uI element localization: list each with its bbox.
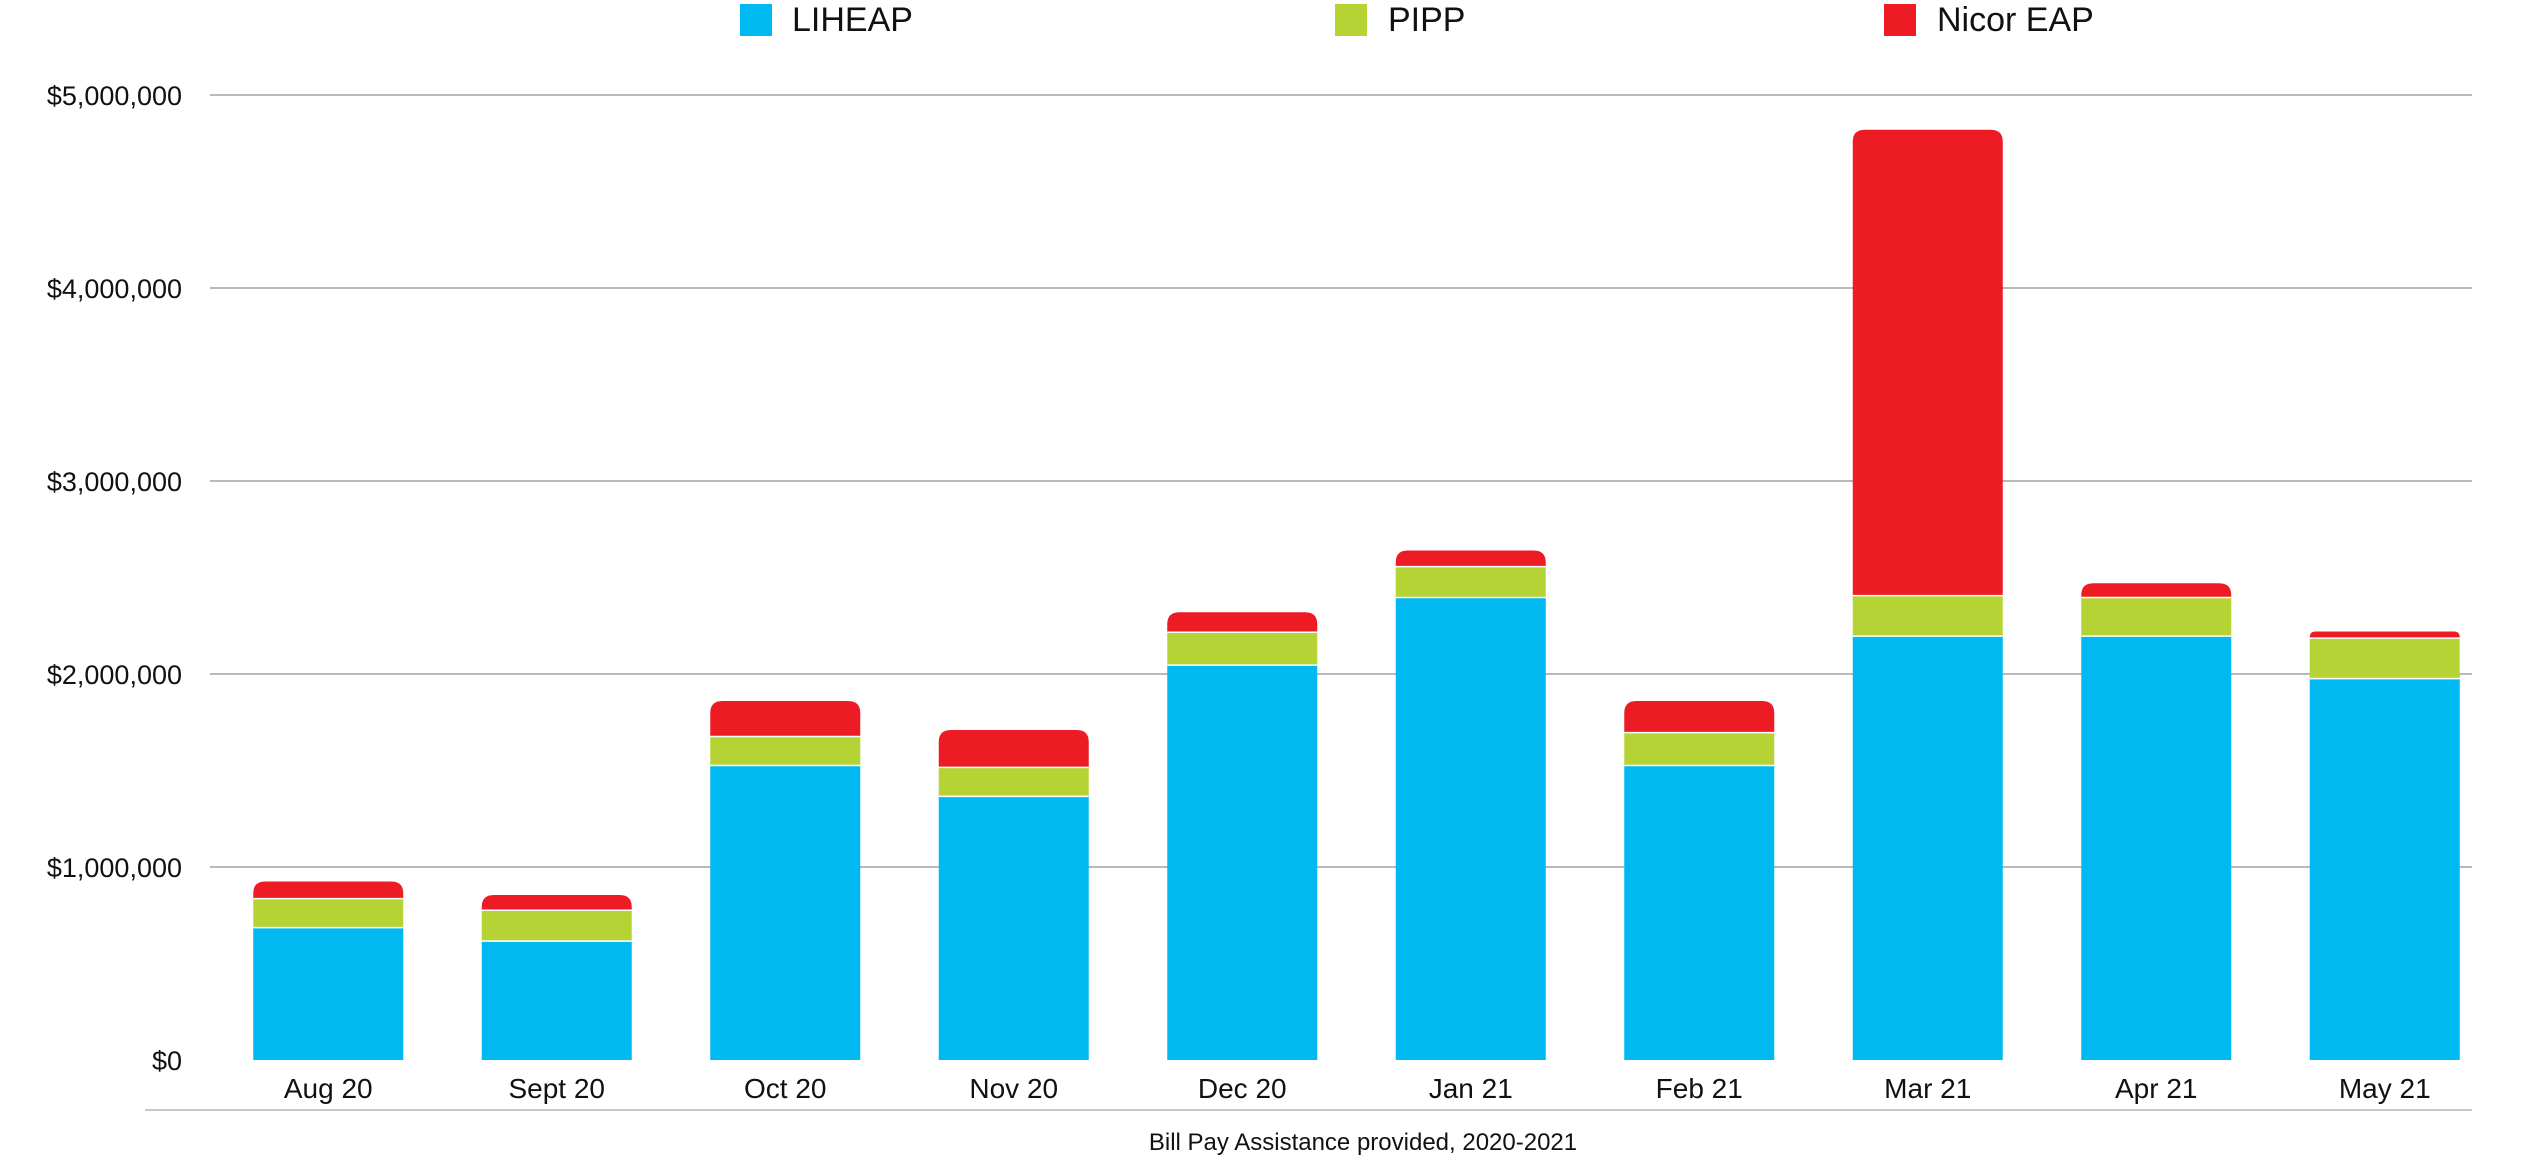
bar-liheap <box>2081 635 2232 1060</box>
bar-liheap <box>938 795 1089 1060</box>
bar-liheap <box>710 764 861 1060</box>
bar-pipp <box>1167 631 1318 665</box>
bar-pipp <box>1395 565 1546 597</box>
bar-nicor-eap <box>1624 701 1775 732</box>
x-tick-label: Aug 20 <box>284 1073 373 1104</box>
bar-liheap <box>253 926 404 1060</box>
x-tick-label: Jan 21 <box>1429 1073 1513 1104</box>
bar-nicor-eap <box>253 881 404 898</box>
bar-liheap <box>1852 635 2003 1060</box>
bar-liheap <box>2309 677 2460 1060</box>
bar-nicor-eap <box>938 729 1089 767</box>
bar-pipp <box>1852 594 2003 636</box>
bar-liheap <box>1395 596 1546 1060</box>
legend-label: PIPP <box>1388 1 1465 39</box>
legend-swatch <box>1335 4 1367 36</box>
bar-pipp <box>938 766 1089 796</box>
bar-nicor-eap <box>1167 612 1318 632</box>
bar-nicor-eap <box>481 894 632 910</box>
bar-liheap <box>1624 764 1775 1060</box>
legend: LIHEAP PIPP Nicor EAP <box>740 1 2094 39</box>
legend-label: Nicor EAP <box>1937 1 2094 39</box>
bar-nicor-eap <box>1395 550 1546 566</box>
x-tick-label: May 21 <box>2339 1073 2431 1104</box>
bar-pipp <box>481 909 632 941</box>
x-tick-label: Oct 20 <box>744 1073 826 1104</box>
y-axis-labels: $0 $1,000,000 $2,000,000 $3,000,000 $4,000,0… <box>47 81 182 1076</box>
x-tick-label: Dec 20 <box>1198 1073 1287 1104</box>
x-tick-label: Nov 20 <box>969 1073 1058 1104</box>
x-axis-labels: Aug 20 Sept 20 Oct 20 Nov 20 Dec 20 Jan 21 Feb… <box>284 1073 2431 1104</box>
bar-pipp <box>710 735 861 765</box>
bar-liheap <box>1167 664 1318 1060</box>
y-tick-label: $3,000,000 <box>47 467 182 497</box>
y-tick-label: $2,000,000 <box>47 660 182 690</box>
bar-nicor-eap <box>1852 129 2003 595</box>
bar-pipp <box>1624 731 1775 765</box>
x-tick-label: Feb 21 <box>1656 1073 1743 1104</box>
y-tick-label: $4,000,000 <box>47 274 182 304</box>
bars <box>253 129 2460 1060</box>
bar-nicor-eap <box>710 701 861 736</box>
bar-pipp <box>2081 596 2232 636</box>
y-tick-label: $0 <box>152 1046 182 1076</box>
bar-nicor-eap <box>2309 631 2460 638</box>
y-tick-label: $1,000,000 <box>47 853 182 883</box>
bar-liheap <box>481 940 632 1060</box>
bar-pipp <box>253 897 404 927</box>
legend-label: LIHEAP <box>792 1 913 39</box>
x-tick-label: Mar 21 <box>1884 1073 1971 1104</box>
x-tick-label: Apr 21 <box>2115 1073 2198 1104</box>
bar-pipp <box>2309 637 2460 678</box>
legend-swatch <box>740 4 772 36</box>
y-tick-label: $5,000,000 <box>47 81 182 111</box>
chart-caption: Bill Pay Assistance provided, 2020-2021 <box>1149 1129 1577 1156</box>
legend-swatch <box>1884 4 1916 36</box>
bar-nicor-eap <box>2081 583 2232 597</box>
x-tick-label: Sept 20 <box>508 1073 605 1104</box>
